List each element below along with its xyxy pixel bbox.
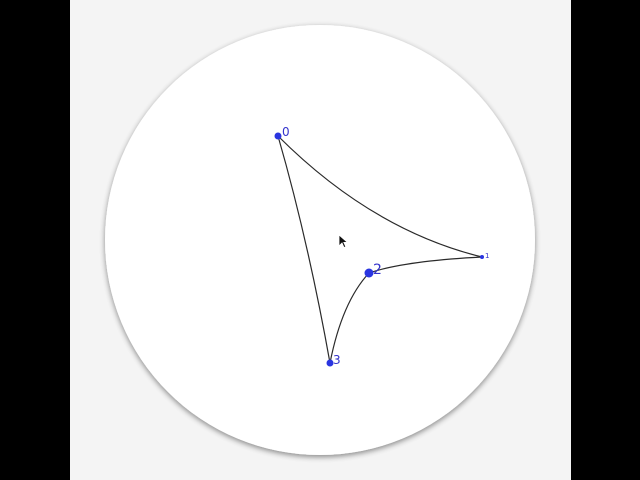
polygon-edges <box>277 135 483 364</box>
vertex-3-dot[interactable] <box>326 359 334 367</box>
vertex-2-dot[interactable] <box>364 268 374 278</box>
vertex-1-dot[interactable] <box>480 255 484 259</box>
mouse-pointer-icon <box>338 234 349 249</box>
vertex-1[interactable]: 1 <box>480 252 489 260</box>
edge-1-2[interactable] <box>368 256 483 274</box>
letterbox-left <box>0 0 70 480</box>
edge-0-1[interactable] <box>277 135 483 258</box>
vertex-3-label: 3 <box>333 353 341 367</box>
vertex-2-label: 2 <box>373 262 382 278</box>
vertex-0[interactable]: 0 <box>274 125 290 140</box>
polygon-vertices: 0 1 2 3 <box>274 125 489 367</box>
letterbox-right <box>571 0 640 480</box>
vertex-1-label: 1 <box>485 252 489 260</box>
poincare-disk[interactable] <box>105 25 535 455</box>
edge-2-3[interactable] <box>329 272 370 364</box>
vertex-3[interactable]: 3 <box>326 353 341 367</box>
vertex-2[interactable]: 2 <box>364 262 382 278</box>
edge-3-0[interactable] <box>277 135 331 364</box>
vertex-0-dot[interactable] <box>274 132 282 140</box>
vertex-0-label: 0 <box>282 125 290 139</box>
